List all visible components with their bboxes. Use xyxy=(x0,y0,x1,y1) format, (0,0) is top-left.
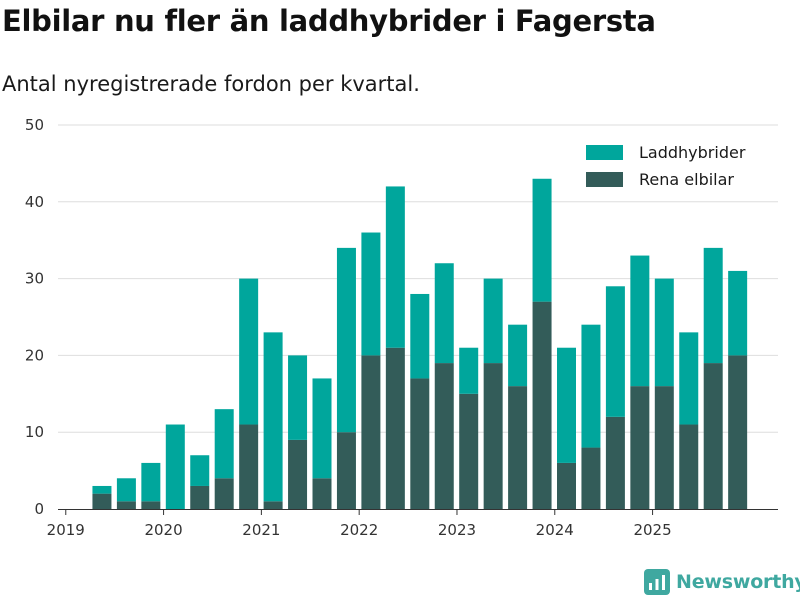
bar-laddhybrider xyxy=(654,278,674,387)
legend-label: Laddhybrider xyxy=(639,143,746,162)
bar-laddhybrider xyxy=(239,278,259,425)
legend-label: Rena elbilar xyxy=(639,170,734,189)
bar-rena-elbilar xyxy=(214,478,234,509)
chart-subtitle: Antal nyregistrerade fordon per kvartal. xyxy=(2,72,420,96)
bar-laddhybrider xyxy=(214,409,234,479)
x-tick-label: 2020 xyxy=(144,521,182,539)
bar-laddhybrider xyxy=(605,286,625,417)
bar-rena-elbilar xyxy=(654,386,674,509)
bar-rena-elbilar xyxy=(190,485,210,509)
y-tick-label: 40 xyxy=(25,193,44,211)
bar-laddhybrider xyxy=(92,485,112,494)
bar-rena-elbilar xyxy=(630,386,650,509)
bar-rena-elbilar xyxy=(508,386,528,509)
newsworthy-logo-icon xyxy=(644,569,670,595)
bar-laddhybrider xyxy=(361,232,381,356)
y-tick-label: 50 xyxy=(25,116,44,134)
y-tick-label: 10 xyxy=(25,423,44,441)
bar-rena-elbilar xyxy=(557,462,576,509)
bar-laddhybrider xyxy=(459,347,479,394)
bar-rena-elbilar xyxy=(703,363,723,509)
bar-rena-elbilar xyxy=(116,501,136,509)
bar-laddhybrider xyxy=(581,324,601,448)
x-tick-label: 2021 xyxy=(242,521,280,539)
x-tick-label: 2022 xyxy=(340,521,378,539)
bar-laddhybrider xyxy=(703,247,723,364)
bar-laddhybrider xyxy=(336,247,356,433)
bar-rena-elbilar xyxy=(679,424,699,509)
y-tick-label: 20 xyxy=(25,346,44,364)
bar-rena-elbilar xyxy=(605,416,625,509)
bar-laddhybrider xyxy=(728,270,748,356)
bar-laddhybrider xyxy=(410,293,430,379)
x-tick-label: 2024 xyxy=(536,521,574,539)
newsworthy-logo: Newsworthy xyxy=(644,569,800,595)
newsworthy-logo-text: Newsworthy xyxy=(676,571,800,593)
bar-laddhybrider xyxy=(679,332,699,425)
legend-swatch xyxy=(586,172,623,187)
bar-laddhybrider xyxy=(532,178,552,302)
bar-laddhybrider xyxy=(141,462,161,502)
bar-laddhybrider xyxy=(385,186,405,348)
bar-laddhybrider xyxy=(630,255,650,387)
y-tick-label: 30 xyxy=(25,270,44,288)
bar-laddhybrider xyxy=(557,347,576,463)
x-tick-label: 2025 xyxy=(633,521,671,539)
y-tick-label: 0 xyxy=(34,500,44,518)
bar-rena-elbilar xyxy=(336,432,356,509)
bar-rena-elbilar xyxy=(581,447,601,509)
bar-rena-elbilar xyxy=(92,493,112,509)
bar-rena-elbilar xyxy=(141,501,161,509)
bar-rena-elbilar xyxy=(239,424,259,509)
bar-rena-elbilar xyxy=(385,347,405,509)
bar-laddhybrider xyxy=(508,324,528,387)
bar-laddhybrider xyxy=(483,278,503,364)
bar-laddhybrider xyxy=(434,263,454,364)
bar-rena-elbilar xyxy=(263,501,283,509)
bar-rena-elbilar xyxy=(483,363,503,509)
bar-rena-elbilar xyxy=(434,363,454,509)
bar-rena-elbilar xyxy=(532,301,552,509)
x-tick-label: 2019 xyxy=(47,521,85,539)
bar-laddhybrider xyxy=(312,378,332,479)
bar-rena-elbilar xyxy=(288,439,308,509)
bar-rena-elbilar xyxy=(361,355,381,509)
chart-title: Elbilar nu fler än laddhybrider i Fagers… xyxy=(2,4,656,38)
bar-laddhybrider xyxy=(165,424,185,509)
bar-rena-elbilar xyxy=(728,355,748,509)
bar-laddhybrider xyxy=(263,332,283,502)
bar-rena-elbilar xyxy=(459,393,479,509)
bar-laddhybrider xyxy=(116,478,136,502)
bar-rena-elbilar xyxy=(312,478,332,509)
x-tick-label: 2023 xyxy=(438,521,476,539)
bar-laddhybrider xyxy=(190,455,210,486)
bar-rena-elbilar xyxy=(410,378,430,509)
bar-laddhybrider xyxy=(288,355,308,440)
legend-swatch xyxy=(586,145,623,160)
